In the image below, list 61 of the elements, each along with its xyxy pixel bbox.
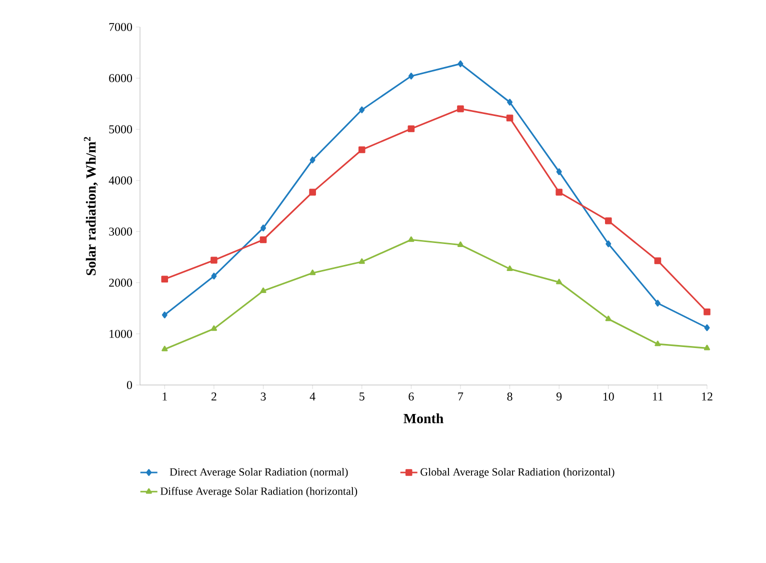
x-tick-label: 7 [458,392,464,400]
y-tick-label: 7000 [109,22,132,32]
point [506,114,514,122]
point [260,287,266,293]
point [408,236,414,242]
legend-label: Global Average Solar Radiation (horizontal) [420,468,614,478]
x-tick-label: 1 [162,392,167,400]
point [458,60,464,68]
point [457,105,464,112]
point [310,270,316,276]
point [604,217,612,224]
x-tick-label: 12 [702,392,712,400]
point [210,325,218,331]
x-tick-label: 5 [360,392,364,400]
x-tick-label: 6 [408,392,414,401]
x-tick-label: 8 [507,392,512,401]
point [654,257,662,264]
point [210,256,218,264]
point [161,276,168,283]
point [162,312,168,318]
y-tick-label: 4000 [108,176,132,184]
point [506,266,513,272]
point [704,308,710,316]
x-tick-label: 3 [260,392,266,401]
x-tick-label: 2 [212,392,216,400]
y-tick-label: 1000 [110,330,132,338]
point [605,316,612,322]
y-tick-label: 5000 [109,125,132,134]
y-tick-label: 3000 [109,228,132,236]
point [704,324,710,332]
y-tick-label: 0 [126,380,132,390]
point [358,258,365,264]
point [162,346,168,352]
point [556,278,562,284]
legend-label: Direct Average Solar Radiation (normal) [170,468,348,478]
point [704,344,710,350]
y-tick-label: 2000 [109,278,132,287]
legend-label: Diffuse Average Solar Radiation (horizontal) [160,487,358,498]
point [654,340,661,346]
point [211,272,217,280]
point [457,241,464,247]
point [606,240,612,248]
point [556,188,562,196]
point [310,156,316,164]
x-tick-label: 11 [652,392,663,400]
point [556,168,562,176]
x-tick-label: 9 [556,392,562,401]
x-tick-label: 4 [310,392,316,400]
point [309,188,316,196]
x-axis-title: Month [404,413,444,424]
y-tick-label: 6000 [109,74,132,82]
point [260,236,267,244]
point [654,300,660,307]
point [408,125,415,132]
point [507,98,513,106]
y-axis-title: Solar radiation, Wh/m$^{2}$ [84,136,98,276]
point [408,72,414,80]
x-tick-label: 10 [603,392,614,401]
point [260,224,266,232]
point [359,106,365,114]
point [358,146,366,154]
